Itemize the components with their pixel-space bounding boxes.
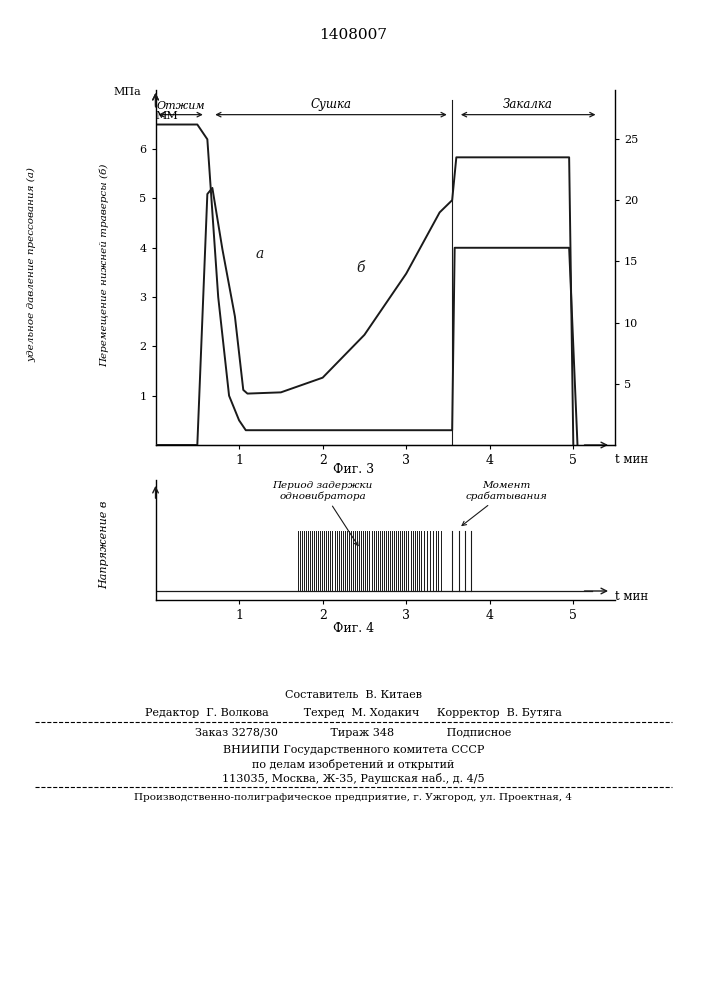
Text: по делам изобретений и открытий: по делам изобретений и открытий <box>252 759 455 770</box>
Text: удельное давление прессования (а): удельное давление прессования (а) <box>28 168 36 362</box>
Text: Заказ 3278/30               Тираж 348               Подписное: Заказ 3278/30 Тираж 348 Подписное <box>195 728 512 738</box>
Text: Сушка: Сушка <box>310 98 351 111</box>
Text: Редактор  Г. Волкова          Техред  М. Ходакич     Корректор  В. Бутяга: Редактор Г. Волкова Техред М. Ходакич Ко… <box>145 708 562 718</box>
Text: 1408007: 1408007 <box>320 28 387 42</box>
Text: Фиг. 4: Фиг. 4 <box>333 622 374 635</box>
Text: Фиг. 3: Фиг. 3 <box>333 463 374 476</box>
Text: Составитель  В. Китаев: Составитель В. Китаев <box>285 690 422 700</box>
Text: МПа: МПа <box>114 87 141 97</box>
Text: Момент
срабатывания: Момент срабатывания <box>462 481 547 526</box>
Text: t мин: t мин <box>615 453 648 466</box>
Text: ВНИИПИ Государственного комитета СССР: ВНИИПИ Государственного комитета СССР <box>223 745 484 755</box>
Text: Перемещение нижней траверсы (б): Перемещение нижней траверсы (б) <box>100 163 110 367</box>
Text: ММ: ММ <box>156 111 178 121</box>
Text: Напряжение в: Напряжение в <box>100 501 110 589</box>
Text: Период задержки
одновибратора: Период задержки одновибратора <box>272 481 373 546</box>
Text: Производственно-полиграфическое предприятие, г. Ужгород, ул. Проектная, 4: Производственно-полиграфическое предприя… <box>134 793 573 802</box>
Text: 113035, Москва, Ж-35, Раушская наб., д. 4/5: 113035, Москва, Ж-35, Раушская наб., д. … <box>222 773 485 784</box>
Text: б: б <box>356 261 365 275</box>
Text: а: а <box>256 247 264 261</box>
Text: Отжим: Отжим <box>156 101 205 111</box>
Text: Закалка: Закалка <box>503 98 552 111</box>
Text: t мин: t мин <box>615 590 648 603</box>
